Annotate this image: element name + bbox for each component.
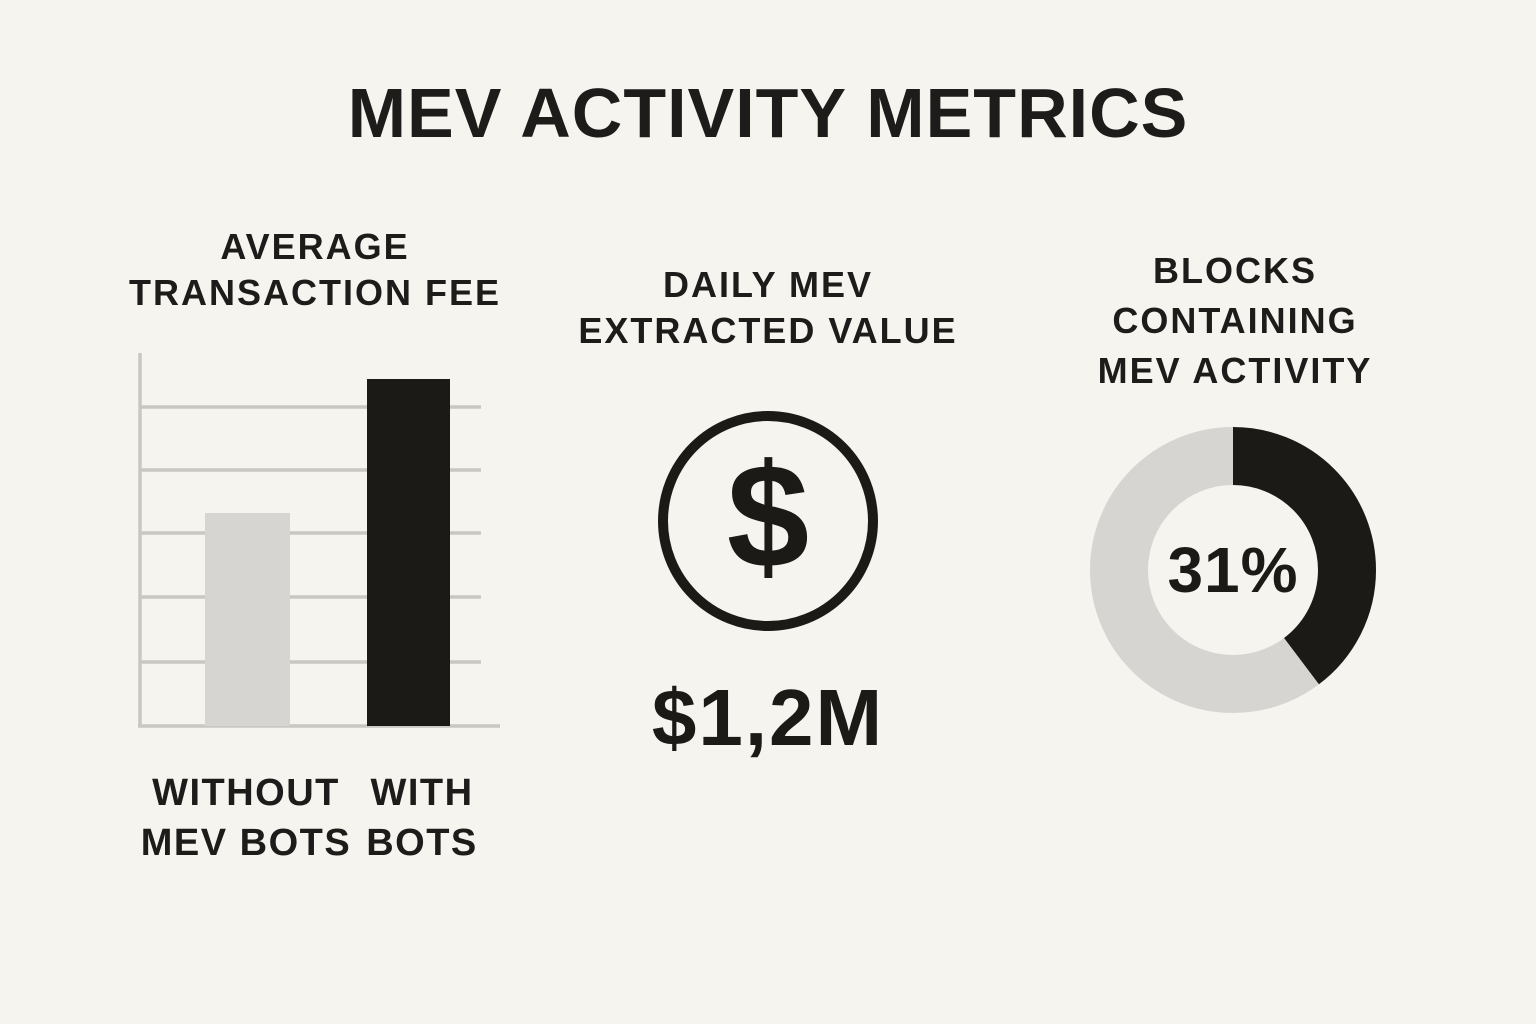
heading-line: AVERAGE [220, 226, 410, 267]
heading-line: DAILY MEV [662, 264, 874, 305]
bar-chart [138, 353, 500, 728]
bar-label-with-bots: WITH BOTS [342, 768, 502, 868]
heading-line: MEV ACTIVITY [1097, 350, 1373, 391]
bar-label-line: WITH [370, 772, 474, 814]
heading-line: EXTRACTED VALUE [578, 310, 958, 351]
donut-chart-svg [1090, 427, 1376, 713]
heading-line: BLOCKS [1153, 250, 1317, 291]
panel-heading-blocks: BLOCKS CONTAINING MEV ACTIVITY [1035, 246, 1435, 396]
donut-value-arc [1090, 427, 1376, 713]
bar-label-without-mev-bots: WITHOUT MEV BOTS [136, 768, 356, 868]
bar-label-line: BOTS [366, 822, 478, 864]
donut-percentage-label: 31% [1167, 534, 1299, 606]
bar-label-line: WITHOUT [152, 772, 340, 814]
panel-heading-transaction-fee: AVERAGE TRANSACTION FEE [105, 224, 525, 316]
heading-line: TRANSACTION FEE [129, 272, 501, 313]
bar-with-bots [367, 379, 450, 726]
donut-chart: 31% [1088, 425, 1378, 715]
heading-line: CONTAINING [1112, 300, 1358, 341]
bar-without-mev-bots [205, 513, 290, 726]
dollar-sign-glyph: $ [726, 434, 810, 599]
panel-heading-extracted-value: DAILY MEV EXTRACTED VALUE [518, 262, 1018, 354]
page-title: MEV ACTIVITY METRICS [347, 74, 1189, 152]
extracted-value-amount: $1,2M [651, 673, 885, 762]
dollar-circle-icon: $ [658, 411, 878, 631]
bar-label-line: MEV BOTS [140, 822, 352, 864]
